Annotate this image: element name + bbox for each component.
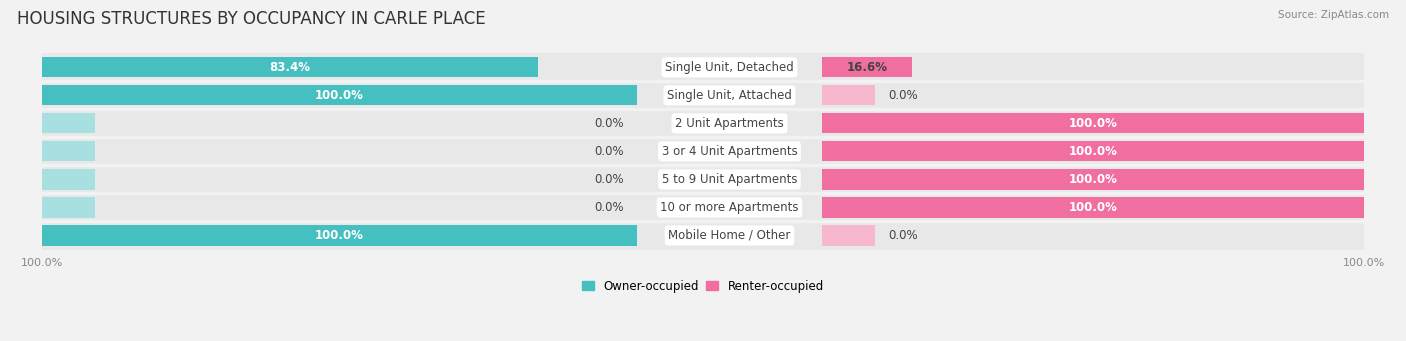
Text: 100.0%: 100.0% <box>315 89 364 102</box>
Bar <box>42 193 1364 222</box>
Text: 100.0%: 100.0% <box>1069 201 1118 214</box>
Text: Source: ZipAtlas.com: Source: ZipAtlas.com <box>1278 10 1389 20</box>
Text: 16.6%: 16.6% <box>846 61 887 74</box>
Legend: Owner-occupied, Renter-occupied: Owner-occupied, Renter-occupied <box>582 280 824 293</box>
Text: 0.0%: 0.0% <box>593 145 624 158</box>
Bar <box>823 85 875 105</box>
Bar <box>42 81 1364 110</box>
Bar <box>823 225 875 246</box>
Bar <box>42 137 1364 166</box>
Text: 100.0%: 100.0% <box>1069 173 1118 186</box>
Text: 10 or more Apartments: 10 or more Apartments <box>661 201 799 214</box>
Text: 0.0%: 0.0% <box>889 89 918 102</box>
Text: 0.0%: 0.0% <box>593 201 624 214</box>
Text: 0.0%: 0.0% <box>593 173 624 186</box>
Bar <box>42 225 637 246</box>
Text: 3 or 4 Unit Apartments: 3 or 4 Unit Apartments <box>662 145 797 158</box>
Text: 100.0%: 100.0% <box>1069 145 1118 158</box>
Bar <box>42 165 1364 194</box>
Bar <box>42 113 94 133</box>
Bar <box>42 109 1364 138</box>
Text: 0.0%: 0.0% <box>889 229 918 242</box>
Text: Single Unit, Attached: Single Unit, Attached <box>666 89 792 102</box>
Text: 100.0%: 100.0% <box>315 229 364 242</box>
Text: 0.0%: 0.0% <box>593 117 624 130</box>
Bar <box>42 57 538 77</box>
Bar <box>823 169 1364 190</box>
Text: 83.4%: 83.4% <box>270 61 311 74</box>
Text: HOUSING STRUCTURES BY OCCUPANCY IN CARLE PLACE: HOUSING STRUCTURES BY OCCUPANCY IN CARLE… <box>17 10 485 28</box>
Bar <box>42 197 94 218</box>
Bar <box>42 221 1364 250</box>
Text: Mobile Home / Other: Mobile Home / Other <box>668 229 790 242</box>
Text: 2 Unit Apartments: 2 Unit Apartments <box>675 117 783 130</box>
Bar <box>823 113 1364 133</box>
Text: 100.0%: 100.0% <box>1069 117 1118 130</box>
Bar <box>823 197 1364 218</box>
Text: 5 to 9 Unit Apartments: 5 to 9 Unit Apartments <box>662 173 797 186</box>
Bar <box>823 141 1364 162</box>
Bar <box>42 53 1364 82</box>
Text: Single Unit, Detached: Single Unit, Detached <box>665 61 794 74</box>
Bar <box>42 85 637 105</box>
Bar <box>823 57 912 77</box>
Bar <box>42 169 94 190</box>
Bar <box>42 141 94 162</box>
